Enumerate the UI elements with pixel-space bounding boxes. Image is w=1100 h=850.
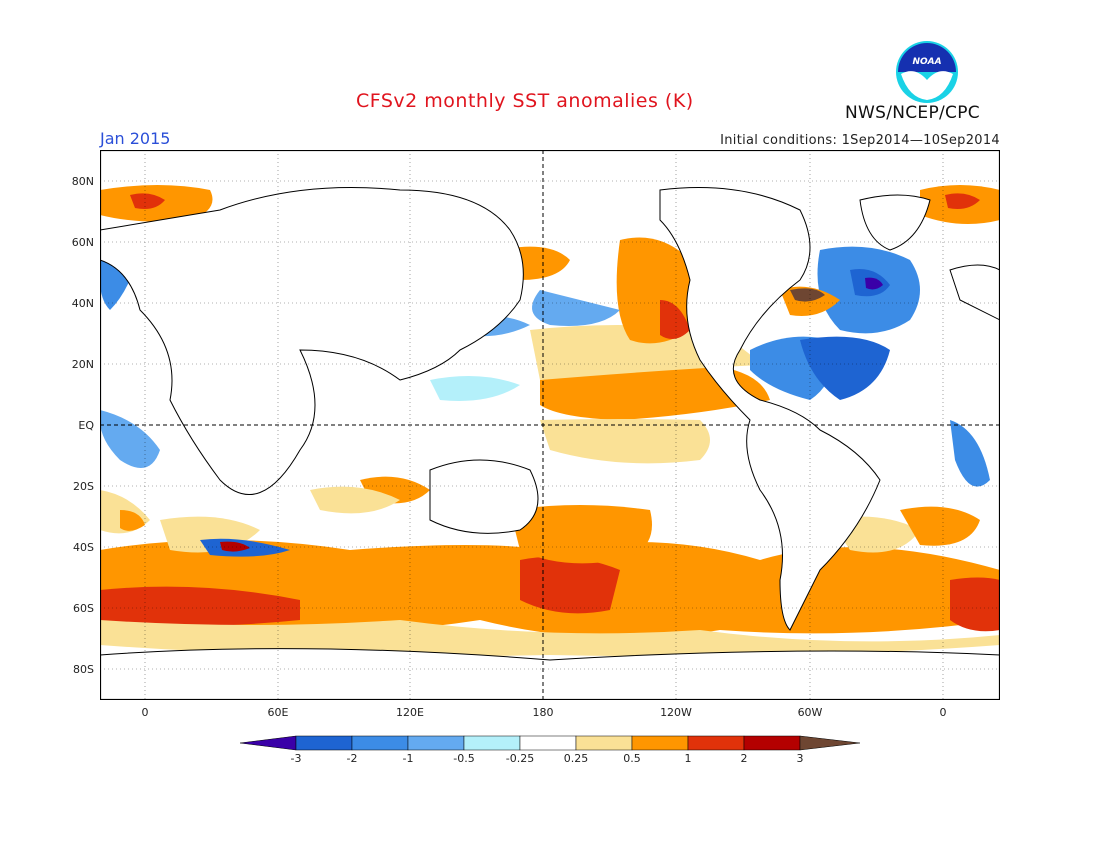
lon-label: 0 [939,706,947,719]
svg-text:NOAA: NOAA [912,57,941,67]
colorbar [240,735,860,751]
lon-label: 60W [797,706,823,719]
colorbar-swatch [407,735,465,751]
colorbar-swatch [743,735,801,751]
agency-label: NWS/NCEP/CPC [845,103,980,123]
colorbar-label: -1 [402,752,414,765]
map-title: CFSv2 monthly SST anomalies (K) [356,90,694,112]
lon-label: 120E [396,706,424,719]
colorbar-label: 3 [796,752,804,765]
lat-label: 40N [71,297,94,310]
noaa-logo: NOAA [896,41,958,103]
sst-anomaly-map [100,150,1000,700]
land-australia [429,459,539,534]
colorbar-swatch [463,735,521,751]
colorbar-label: 0.25 [563,752,589,765]
land-antarctica [100,648,1000,700]
colorbar-label: -0.25 [505,752,535,765]
colorbar-swatch [631,735,689,751]
colorbar-swatch [351,735,409,751]
lon-label: 0 [141,706,149,719]
lon-label: 60E [267,706,289,719]
colorbar-swatch [799,735,860,751]
lat-label: 20S [73,480,94,493]
colorbar-label: -3 [290,752,302,765]
colorbar-label: 2 [740,752,748,765]
colorbar-swatch [575,735,633,751]
lon-label: 180 [532,706,554,719]
lat-label: 60N [71,236,94,249]
lat-label: 60S [73,602,94,615]
lat-label: EQ [78,419,94,432]
land-americas [659,187,881,631]
colorbar-label: -0.5 [453,752,475,765]
colorbar-swatch [519,735,577,751]
lat-label: 40S [73,541,94,554]
lat-label: 20N [71,358,94,371]
colorbar-swatch [240,735,297,751]
lat-label: 80N [71,175,94,188]
lon-label: 120W [660,706,692,719]
initial-conditions: Initial conditions: 1Sep2014—10Sep2014 [720,133,1000,148]
land-greenland [859,194,931,251]
colorbar-label: 1 [684,752,692,765]
anomaly-pacific-warm [540,365,770,420]
land-africa-eurasia [100,187,524,496]
colorbar-swatch [295,735,353,751]
colorbar-swatch [687,735,745,751]
forecast-month: Jan 2015 [100,129,171,148]
colorbar-label: -2 [346,752,358,765]
colorbar-label: 0.5 [623,752,641,765]
lat-label: 80S [73,663,94,676]
